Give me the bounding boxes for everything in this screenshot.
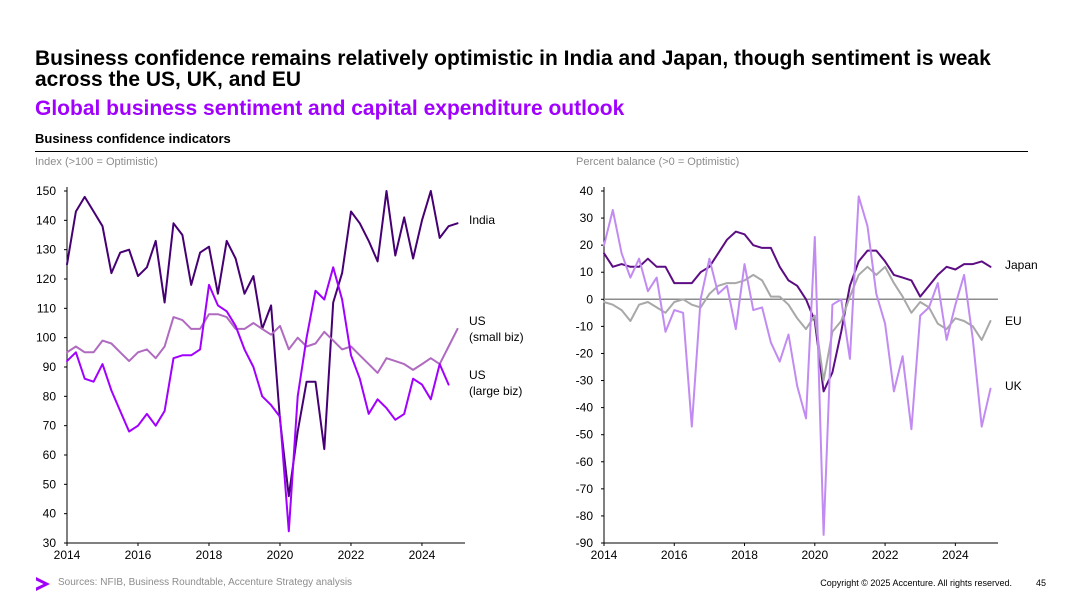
x-tick-label: 2016 <box>661 548 688 562</box>
x-tick-label: 2018 <box>731 548 758 562</box>
right-chart-japan-eu-uk: 40 30 20 10 0 -10 -20 -30 -40 -50 -60 -70 -80 -902014… <box>576 184 1038 562</box>
y-tick-label: 40 <box>43 507 57 521</box>
y-tick-label: -10 <box>576 319 594 333</box>
y-tick-label: -70 <box>576 482 594 496</box>
y-tick-label: -20 <box>576 346 594 360</box>
y-tick-label: 40 <box>580 184 594 198</box>
x-tick-label: 2022 <box>872 548 899 562</box>
y-tick-label: 30 <box>580 211 594 225</box>
footer-source: Sources: NFIB, Business Roundtable, Acce… <box>58 577 353 588</box>
y-tick-label: 80 <box>43 389 57 403</box>
series-line-us-large-biz <box>66 266 450 533</box>
y-tick-label: -90 <box>576 536 594 550</box>
series-label-us-large-biz: US <box>469 368 486 382</box>
x-tick-label: 2016 <box>125 548 152 562</box>
accenture-logo-icon <box>36 577 50 591</box>
y-tick-label: 150 <box>36 184 56 198</box>
series-line-uk <box>603 195 992 536</box>
series-label-us-large-biz: (large biz) <box>469 384 522 398</box>
series-line-us-small-biz <box>66 313 459 374</box>
x-tick-label: 2024 <box>409 548 436 562</box>
series-line-japan <box>603 230 992 393</box>
x-tick-label: 2014 <box>591 548 618 562</box>
series-label-eu: EU <box>1005 314 1022 328</box>
y-tick-label: 30 <box>43 536 57 550</box>
x-tick-label: 2022 <box>338 548 365 562</box>
y-tick-label: 120 <box>36 272 56 286</box>
x-tick-label: 2020 <box>801 548 828 562</box>
y-tick-label: 110 <box>37 301 56 315</box>
y-tick-label: -80 <box>576 509 594 523</box>
left-chart-india-us: 30 40 50 60 70 80 90 100 110 120 130 140 150 2014 2016… <box>36 184 524 562</box>
x-tick-label: 2024 <box>942 548 969 562</box>
y-tick-label: -60 <box>576 455 594 469</box>
x-tick-label: 2018 <box>196 548 223 562</box>
series-label-india: India <box>469 213 495 227</box>
series-label-us-small-biz: US <box>469 314 486 328</box>
series-label-uk: UK <box>1005 379 1022 393</box>
page-number: 45 <box>1035 578 1046 588</box>
y-tick-label: 60 <box>43 448 57 462</box>
page-subtitle: Global business sentiment and capital ex… <box>35 97 625 120</box>
footer-copyright: Copyright © 2025 Accenture. All rights r… <box>820 578 1012 588</box>
y-tick-label: -30 <box>576 374 594 388</box>
section-title: Business confidence indicators <box>35 131 231 146</box>
y-tick-label: -40 <box>576 401 594 415</box>
y-tick-label: 70 <box>43 419 57 433</box>
y-tick-label: 140 <box>36 213 56 227</box>
section-divider <box>35 151 1028 152</box>
y-tick-label: 90 <box>43 360 57 374</box>
right-chart-unit-label: Percent balance (>0 = Optimistic) <box>576 156 740 168</box>
y-tick-label: 50 <box>43 477 57 491</box>
series-label-japan: Japan <box>1005 258 1038 272</box>
y-tick-label: 130 <box>36 243 56 257</box>
y-tick-label: 20 <box>580 238 594 252</box>
page-title: Business confidence remains relatively o… <box>35 47 991 91</box>
y-tick-label: 100 <box>36 331 56 345</box>
y-tick-label: 0 <box>586 292 593 306</box>
series-label-us-small-biz: (small biz) <box>469 330 524 344</box>
series-line-eu <box>603 265 992 382</box>
x-tick-label: 2020 <box>267 548 294 562</box>
x-tick-label: 2014 <box>54 548 81 562</box>
left-chart-unit-label: Index (>100 = Optimistic) <box>35 156 158 168</box>
y-tick-label: 10 <box>580 265 594 279</box>
y-tick-label: -50 <box>576 428 594 442</box>
